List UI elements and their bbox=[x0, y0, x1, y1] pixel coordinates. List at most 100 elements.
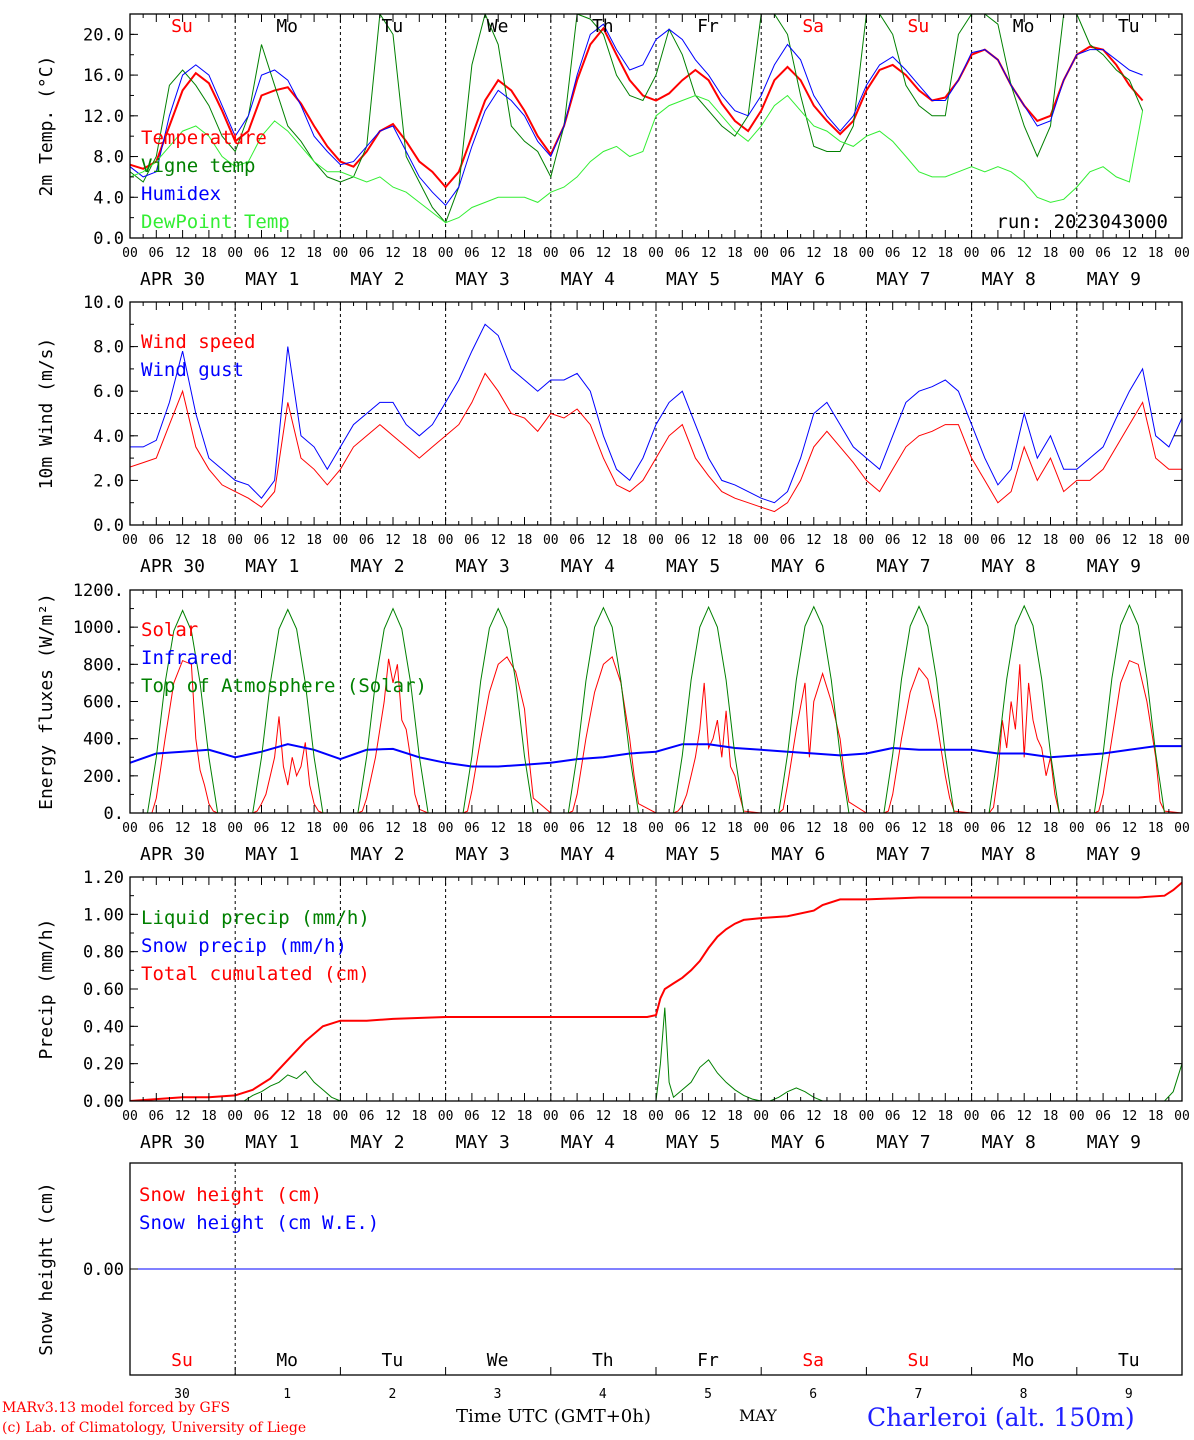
hour-tick-label: 12 bbox=[596, 1109, 612, 1124]
y-tick-label: 4.0 bbox=[93, 427, 124, 447]
hour-tick-label: 18 bbox=[201, 821, 217, 836]
hour-tick-label: 00 bbox=[1069, 1109, 1085, 1124]
weekday-label: Mo bbox=[276, 16, 298, 37]
time-axis-label: Time UTC (GMT+0h) bbox=[456, 1406, 651, 1427]
hour-tick-label: 06 bbox=[569, 533, 585, 548]
hour-tick-label: 00 bbox=[543, 533, 559, 548]
hour-tick-label: 06 bbox=[990, 821, 1006, 836]
hour-tick-label: 18 bbox=[937, 533, 953, 548]
plot-frame bbox=[129, 589, 1183, 814]
weekday-label: Tu bbox=[1118, 16, 1140, 37]
hour-tick-label: 06 bbox=[990, 246, 1006, 261]
hour-tick-label: 18 bbox=[832, 1109, 848, 1124]
day-label: MAY 8 bbox=[982, 269, 1036, 290]
day-label: MAY 4 bbox=[561, 269, 615, 290]
series-wind-0 bbox=[130, 372, 1182, 513]
hour-tick-label: 06 bbox=[990, 533, 1006, 548]
legend-entry: Temperature bbox=[141, 127, 267, 149]
day-label: MAY 2 bbox=[350, 844, 404, 865]
day-label: MAY 3 bbox=[456, 844, 510, 865]
series-energy-0 bbox=[130, 656, 1182, 813]
hour-tick-label: 12 bbox=[806, 1109, 822, 1124]
hour-tick-label: 18 bbox=[937, 821, 953, 836]
weekday-label: Tu bbox=[382, 1350, 404, 1371]
hour-tick-label: 18 bbox=[1148, 533, 1164, 548]
hour-tick-label: 00 bbox=[438, 533, 454, 548]
hour-tick-label: 12 bbox=[596, 821, 612, 836]
hour-tick-label: 06 bbox=[254, 533, 270, 548]
legend-entry: Liquid precip (mm/h) bbox=[141, 907, 370, 929]
weekday-label: Sa bbox=[802, 16, 824, 37]
hour-tick-label: 12 bbox=[1122, 533, 1138, 548]
hour-tick-label: 06 bbox=[359, 246, 375, 261]
y-tick-label: 1000. bbox=[73, 618, 124, 638]
hour-tick-label: 00 bbox=[438, 1109, 454, 1124]
hour-tick-label: 18 bbox=[517, 533, 533, 548]
y-tick-label: 16.0 bbox=[83, 66, 124, 86]
hour-tick-label: 06 bbox=[359, 533, 375, 548]
hour-tick-label: 18 bbox=[832, 246, 848, 261]
hour-tick-label: 12 bbox=[911, 246, 927, 261]
y-tick-label: 0.80 bbox=[83, 943, 124, 963]
legend-entry: DewPoint Temp bbox=[141, 211, 290, 233]
hour-tick-label: 12 bbox=[280, 533, 296, 548]
panel-temp: 0.0 4.0 8.0 12.0 16.0 20.0 2m Temp. (°C) Temper… bbox=[36, 13, 1190, 290]
series-wind-1 bbox=[130, 323, 1182, 504]
y-tick-label: 600. bbox=[83, 693, 124, 713]
hour-tick-label: 00 bbox=[648, 1109, 664, 1124]
y-tick-label: 8.0 bbox=[93, 148, 124, 168]
y-tick-label: 0.0 bbox=[93, 229, 124, 249]
y-axis-label: Snow height (cm) bbox=[36, 1182, 57, 1355]
hour-tick-label: 06 bbox=[674, 1109, 690, 1124]
legend-entry: Wind gust bbox=[141, 359, 244, 381]
hour-tick-label: 18 bbox=[517, 246, 533, 261]
hour-tick-label: 18 bbox=[727, 821, 743, 836]
hour-tick-label: 12 bbox=[385, 246, 401, 261]
hour-tick-label: 18 bbox=[517, 1109, 533, 1124]
day-label: MAY 6 bbox=[771, 269, 825, 290]
hour-tick-label: 12 bbox=[1016, 1109, 1032, 1124]
hour-tick-label: 18 bbox=[1043, 246, 1059, 261]
hour-tick-label: 18 bbox=[727, 1109, 743, 1124]
hour-tick-label: 00 bbox=[964, 821, 980, 836]
hour-tick-label: 12 bbox=[701, 821, 717, 836]
hour-tick-label: 18 bbox=[1043, 533, 1059, 548]
hour-tick-label: 06 bbox=[674, 821, 690, 836]
hour-tick-label: 18 bbox=[1148, 1109, 1164, 1124]
hour-tick-label: 18 bbox=[306, 533, 322, 548]
day-label: MAY 8 bbox=[982, 844, 1036, 865]
legend-entry: Snow precip (mm/h) bbox=[141, 935, 347, 957]
hour-tick-label: 00 bbox=[859, 533, 875, 548]
y-axis-label: 10m Wind (m/s) bbox=[36, 338, 57, 490]
legend-entry: Vigne temp bbox=[141, 155, 255, 177]
day-label: MAY 7 bbox=[876, 1132, 930, 1153]
y-tick-label: 1.20 bbox=[83, 868, 124, 888]
weekday-label: Su bbox=[908, 1350, 930, 1371]
hour-tick-label: 12 bbox=[175, 1109, 191, 1124]
hour-tick-label: 18 bbox=[1148, 246, 1164, 261]
hour-tick-label: 18 bbox=[201, 1109, 217, 1124]
y-axis-label: Precip (mm/h) bbox=[36, 919, 57, 1060]
day-label: MAY 1 bbox=[245, 844, 299, 865]
hour-tick-label: 06 bbox=[1095, 1109, 1111, 1124]
hour-tick-label: 12 bbox=[175, 533, 191, 548]
hour-tick-label: 18 bbox=[306, 821, 322, 836]
day-label: APR 30 bbox=[140, 556, 205, 577]
hour-tick-label: 18 bbox=[411, 533, 427, 548]
hour-tick-label: 06 bbox=[780, 1109, 796, 1124]
hour-tick-label: 18 bbox=[201, 533, 217, 548]
hour-tick-label: 18 bbox=[1043, 821, 1059, 836]
day-label: MAY 7 bbox=[876, 844, 930, 865]
hour-tick-label: 06 bbox=[885, 533, 901, 548]
weekday-label: Tu bbox=[382, 16, 404, 37]
day-label: MAY 1 bbox=[245, 556, 299, 577]
hour-tick-label: 06 bbox=[780, 821, 796, 836]
series-temp-3 bbox=[130, 94, 1144, 224]
hour-tick-label: 06 bbox=[780, 246, 796, 261]
hour-tick-label: 06 bbox=[254, 821, 270, 836]
day-label: MAY 9 bbox=[1087, 1132, 1141, 1153]
hour-tick-label: 06 bbox=[464, 533, 480, 548]
hour-tick-label: 00 bbox=[438, 821, 454, 836]
hour-tick-label: 06 bbox=[254, 246, 270, 261]
